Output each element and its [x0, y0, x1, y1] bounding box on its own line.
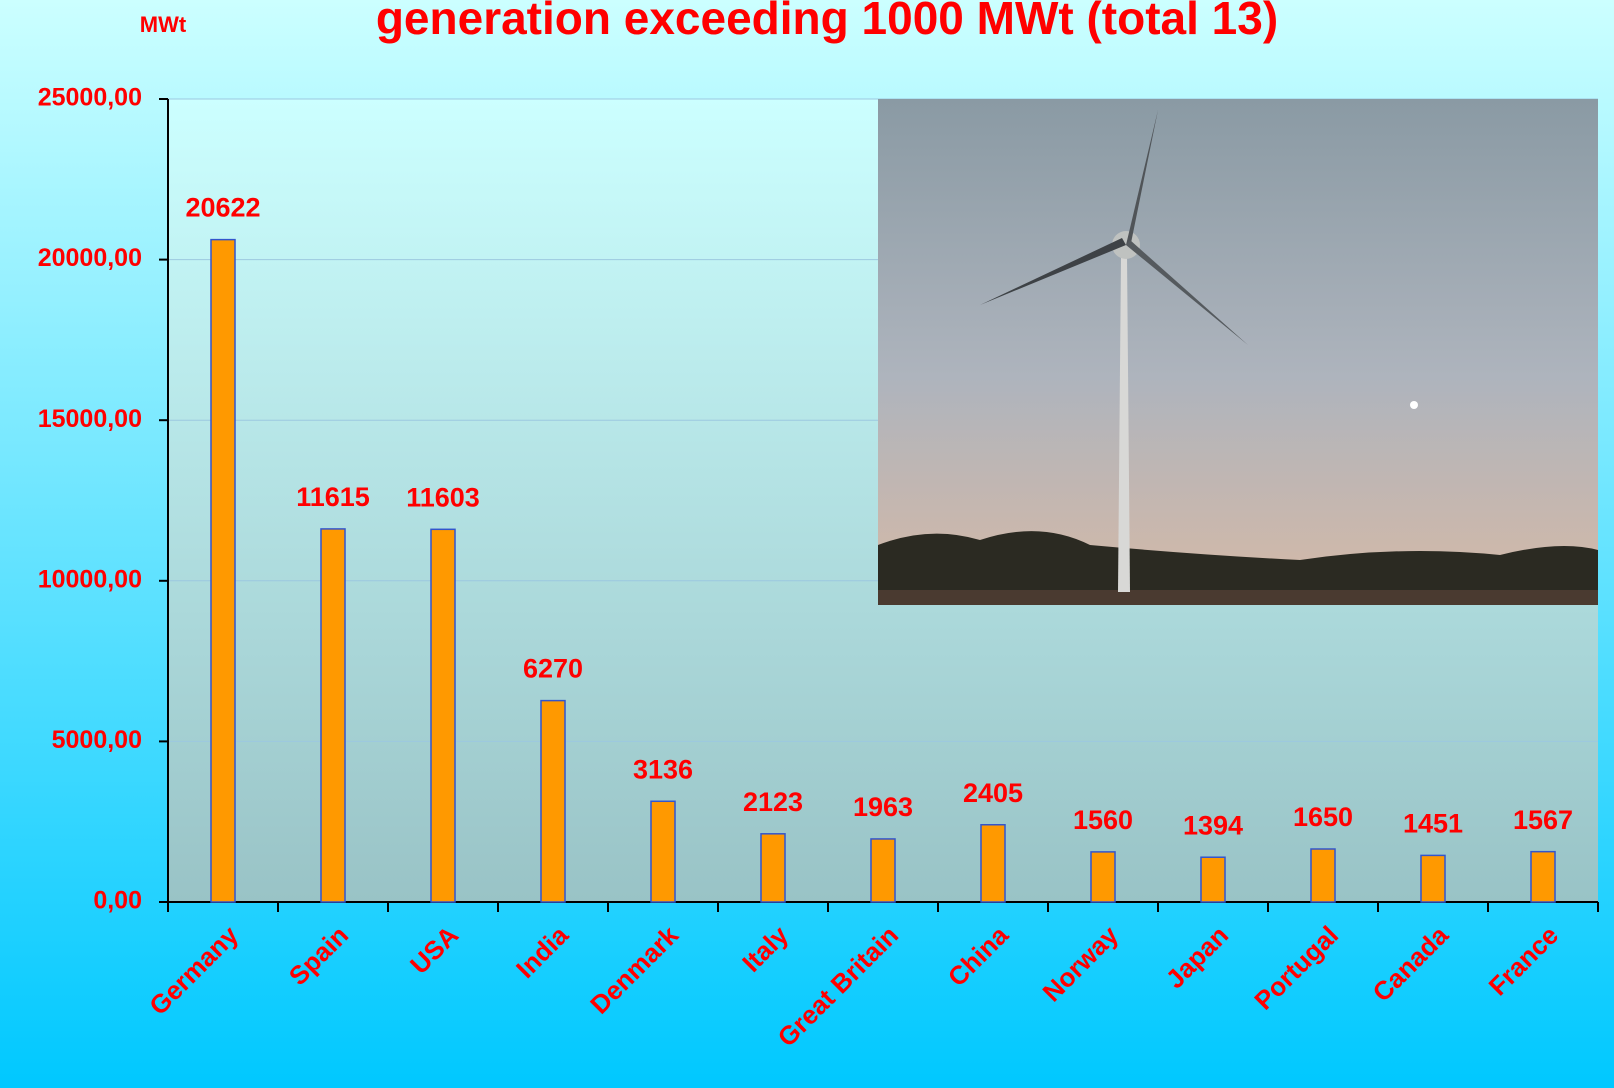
data-label: 6270: [523, 654, 583, 684]
data-label: 2405: [963, 778, 1023, 808]
bar: [541, 701, 565, 902]
photo: [878, 99, 1598, 605]
bar: [651, 801, 675, 902]
data-label: 1650: [1293, 802, 1353, 832]
chart-title: generation exceeding 1000 MWt (total 13): [376, 0, 1278, 44]
bar: [1201, 857, 1225, 902]
bar: [211, 240, 235, 902]
y-tick-label: 25000,00: [38, 84, 142, 112]
y-tick-label: 20000,00: [38, 244, 142, 272]
y-tick-label: 15000,00: [38, 405, 142, 433]
data-label: 20622: [185, 193, 260, 223]
data-label: 11615: [296, 482, 370, 512]
data-label: 11603: [406, 482, 480, 512]
y-tick-label: 10000,00: [38, 565, 142, 593]
data-label: 1560: [1073, 805, 1133, 835]
bar: [1311, 849, 1335, 902]
data-label: 2123: [743, 787, 803, 817]
bar: [1091, 852, 1115, 902]
data-label: 3136: [633, 754, 693, 784]
bar: [431, 529, 455, 902]
y-axis-label: MWt: [140, 12, 187, 37]
data-label: 1963: [853, 792, 913, 822]
data-label: 1451: [1403, 809, 1463, 839]
chart: generation exceeding 1000 MWt (total 13)…: [0, 0, 1614, 1088]
data-label: 1394: [1183, 810, 1243, 840]
y-tick-label: 5000,00: [52, 726, 142, 754]
bar: [981, 825, 1005, 902]
bar: [1421, 855, 1445, 902]
bar: [1531, 852, 1555, 902]
bar: [871, 839, 895, 902]
bar: [321, 529, 345, 902]
data-label: 1567: [1513, 805, 1573, 835]
y-tick-label: 0,00: [93, 887, 142, 915]
bar: [761, 834, 785, 902]
